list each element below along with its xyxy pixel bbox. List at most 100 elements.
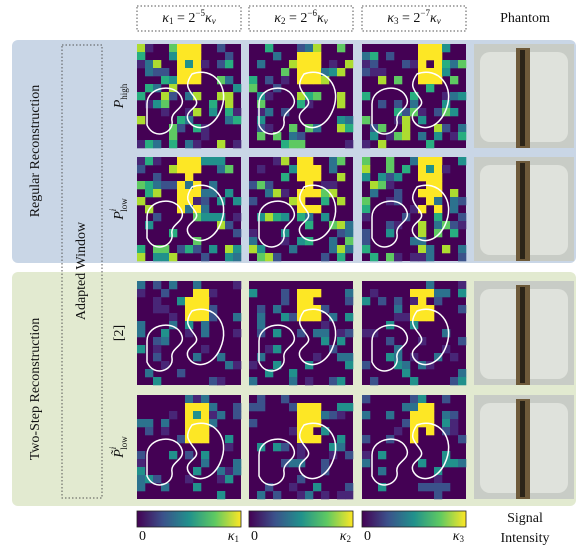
image-pixel: [137, 44, 145, 52]
image-pixel: [217, 60, 225, 68]
image-pixel: [305, 313, 313, 321]
image-pixel: [161, 329, 169, 337]
column-header: κ1 = 2−5κv: [162, 8, 215, 26]
image-pixel: [233, 229, 241, 237]
image-pixel: [297, 173, 305, 181]
reconstruction-image: [137, 157, 241, 261]
image-pixel: [345, 289, 353, 297]
image-pixel: [394, 313, 402, 321]
image-pixel: [386, 229, 394, 237]
image-pixel: [313, 353, 321, 361]
image-pixel: [329, 157, 337, 165]
column-header: κ2 = 2−6κv: [274, 8, 327, 26]
image-pixel: [418, 459, 426, 467]
equation: = 2: [286, 11, 308, 26]
image-pixel: [161, 253, 169, 261]
image-pixel: [418, 132, 426, 140]
reconstruction-image: [362, 157, 466, 261]
image-pixel: [450, 459, 458, 467]
image-pixel: [313, 92, 321, 100]
image-pixel: [185, 140, 193, 148]
column-header: κ3 = 2−7κv: [387, 8, 440, 26]
image-pixel: [337, 92, 345, 100]
image-pixel: [410, 60, 418, 68]
image-pixel: [177, 245, 185, 253]
image-pixel: [185, 245, 193, 253]
image-pixel: [137, 329, 145, 337]
image-pixel: [362, 411, 370, 419]
image-pixel: [402, 403, 410, 411]
image-pixel: [281, 229, 289, 237]
image-pixel: [185, 451, 193, 459]
image-pixel: [329, 411, 337, 419]
image-pixel: [257, 305, 265, 313]
image-pixel: [418, 44, 426, 52]
reconstruction-image: [249, 395, 353, 499]
image-pixel: [410, 253, 418, 261]
image-pixel: [313, 289, 321, 297]
image-pixel: [193, 44, 201, 52]
image-pixel: [161, 92, 169, 100]
image-pixel: [281, 213, 289, 221]
image-pixel: [233, 253, 241, 261]
image-pixel: [458, 124, 466, 132]
image-pixel: [450, 197, 458, 205]
colorbar: [249, 511, 353, 527]
image-pixel: [305, 427, 313, 435]
image-pixel: [394, 297, 402, 305]
index: 2: [347, 534, 352, 544]
image-pixel: [337, 353, 345, 361]
image-pixel: [193, 467, 201, 475]
image-pixel: [297, 289, 305, 297]
image-pixel: [193, 289, 201, 297]
image-pixel: [281, 157, 289, 165]
image-pixel: [345, 329, 353, 337]
image-pixel: [321, 337, 329, 345]
image-pixel: [209, 157, 217, 165]
image-pixel: [370, 253, 378, 261]
image-pixel: [289, 124, 297, 132]
image-pixel: [137, 245, 145, 253]
image-pixel: [161, 337, 169, 345]
image-pixel: [426, 245, 434, 253]
image-pixel: [273, 491, 281, 499]
image-pixel: [313, 329, 321, 337]
image-pixel: [394, 173, 402, 181]
image-pixel: [426, 173, 434, 181]
image-pixel: [177, 435, 185, 443]
image-pixel: [249, 419, 257, 427]
image-pixel: [137, 419, 145, 427]
image-pixel: [185, 157, 193, 165]
image-pixel: [418, 60, 426, 68]
image-pixel: [161, 108, 169, 116]
image-pixel: [257, 491, 265, 499]
image-pixel: [233, 459, 241, 467]
image-pixel: [418, 76, 426, 84]
image-pixel: [313, 44, 321, 52]
image-pixel: [169, 181, 177, 189]
image-pixel: [426, 197, 434, 205]
image-pixel: [305, 76, 313, 84]
image-pixel: [370, 68, 378, 76]
image-pixel: [434, 108, 442, 116]
image-pixel: [337, 197, 345, 205]
image-pixel: [402, 124, 410, 132]
image-pixel: [321, 321, 329, 329]
image-pixel: [249, 237, 257, 245]
colorbar-max: κ1: [228, 529, 239, 544]
image-pixel: [418, 395, 426, 403]
image-pixel: [458, 132, 466, 140]
image-pixel: [281, 289, 289, 297]
image-pixel: [370, 289, 378, 297]
image-pixel: [217, 157, 225, 165]
image-pixel: [362, 329, 370, 337]
image-pixel: [273, 157, 281, 165]
image-pixel: [265, 253, 273, 261]
image-pixel: [257, 353, 265, 361]
image-pixel: [450, 377, 458, 385]
image-pixel: [169, 253, 177, 261]
image-pixel: [201, 451, 209, 459]
image-pixel: [362, 229, 370, 237]
image-pixel: [450, 411, 458, 419]
image-pixel: [321, 197, 329, 205]
